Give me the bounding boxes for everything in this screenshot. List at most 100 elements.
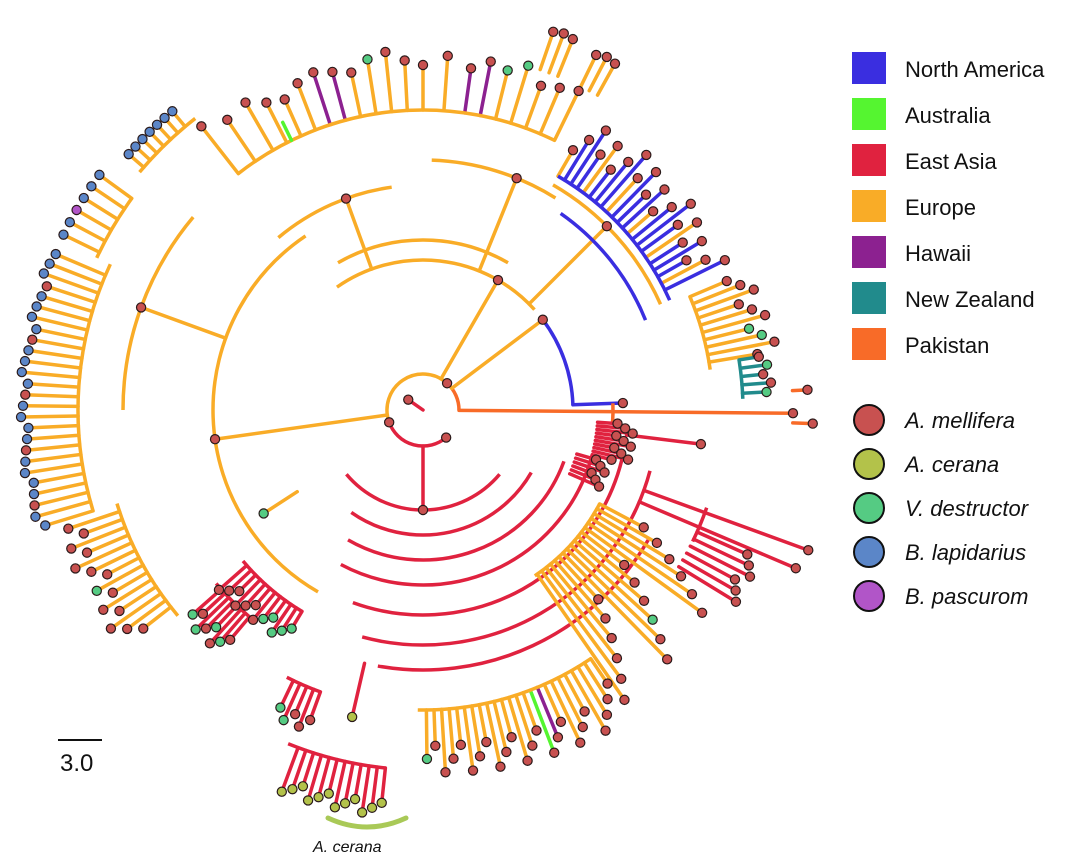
tree-node	[695, 438, 707, 450]
tree-node	[29, 500, 40, 511]
region-swatch	[852, 52, 886, 84]
tree-node	[376, 797, 387, 809]
tree-node	[98, 604, 109, 615]
tree-node	[346, 711, 358, 723]
branch-line	[535, 685, 560, 740]
branch-line	[34, 327, 88, 342]
branch-line	[365, 57, 378, 116]
branch-line	[85, 533, 131, 555]
tree-node	[666, 201, 677, 213]
tree-node	[619, 694, 630, 706]
tree-node	[323, 788, 334, 799]
branch-line	[333, 759, 347, 810]
tree-branches	[19, 30, 815, 815]
branch-line	[681, 558, 738, 593]
tree-node	[501, 746, 512, 758]
branch-line	[552, 89, 581, 143]
tree-node	[590, 49, 602, 61]
branch-line	[261, 489, 299, 516]
host-legend-item: A. mellifera	[853, 404, 1015, 436]
branch-line	[20, 370, 82, 380]
tree-node	[742, 549, 753, 560]
branch-line	[691, 283, 743, 306]
tree-node	[430, 740, 441, 751]
tree-node	[735, 279, 746, 291]
tree-node	[554, 82, 565, 94]
tree-node	[38, 268, 50, 279]
tree-node	[655, 634, 666, 645]
branch-line	[111, 570, 150, 595]
tree-node	[612, 140, 623, 152]
tree-node	[21, 433, 33, 445]
tree-node	[492, 274, 504, 286]
branch-line	[125, 598, 168, 631]
tree-node	[58, 229, 69, 240]
tree-node	[302, 795, 314, 806]
tree-node	[224, 634, 236, 646]
branch-arc	[335, 258, 536, 311]
branch-line	[552, 558, 608, 621]
branch-line	[23, 452, 83, 464]
branch-line	[30, 315, 90, 332]
tree-node	[417, 59, 429, 71]
branch-line	[677, 564, 738, 604]
branch-line	[644, 220, 699, 260]
tree-node	[187, 609, 198, 620]
tree-node	[362, 54, 373, 65]
a-cerana-clade-marker: A. cerana	[312, 815, 409, 855]
tree-node	[522, 755, 533, 766]
tree-node	[167, 106, 178, 117]
tree-node	[567, 144, 579, 156]
tree-node	[600, 613, 611, 624]
branch-line	[576, 665, 609, 717]
tree-node	[467, 765, 479, 776]
region-legend-item: East Asia	[852, 144, 997, 176]
branch-line	[527, 224, 609, 306]
tree-node	[223, 585, 235, 596]
tree-node	[19, 355, 31, 367]
tree-node	[346, 67, 357, 78]
branch-arc	[211, 234, 319, 594]
tree-node	[349, 793, 361, 805]
branch-line	[442, 54, 450, 113]
branch-arc	[286, 675, 321, 694]
tree-node	[593, 594, 604, 605]
tree-node	[250, 599, 261, 611]
branch-line	[688, 279, 729, 299]
region-swatch	[852, 282, 886, 314]
branch-line	[233, 577, 263, 608]
tree-node	[535, 80, 547, 92]
branch-line	[523, 84, 543, 130]
branch-line	[642, 488, 811, 552]
tree-node	[20, 445, 32, 456]
branch-arc	[350, 471, 533, 537]
branch-line	[581, 144, 620, 195]
host-swatch	[853, 492, 885, 524]
branch-line	[53, 252, 108, 277]
host-legend-item: B. lapidarius	[853, 536, 1026, 568]
tree-node	[481, 736, 492, 748]
branch-line	[42, 271, 101, 295]
tree-node	[629, 577, 640, 588]
branch-arc	[541, 318, 575, 405]
branch-arc	[533, 503, 602, 578]
tree-node	[266, 627, 277, 638]
region-legend-item: Hawaii	[852, 236, 971, 268]
tree-node	[30, 511, 41, 522]
branch-line	[66, 509, 122, 531]
branch-arc	[688, 296, 712, 370]
branch-line	[95, 563, 145, 593]
tree-node	[730, 596, 742, 607]
tree-node	[222, 114, 233, 126]
tree-node	[15, 411, 27, 423]
branch-line	[34, 304, 92, 323]
branch-line	[582, 661, 610, 701]
region-legend-item: Pakistan	[852, 328, 989, 360]
tree-node	[579, 706, 590, 717]
branch-line	[572, 538, 646, 603]
branch-line	[439, 278, 500, 381]
host-swatch	[853, 448, 885, 480]
tree-node	[744, 571, 756, 582]
tree-node	[91, 585, 102, 597]
tree-node	[746, 304, 758, 315]
